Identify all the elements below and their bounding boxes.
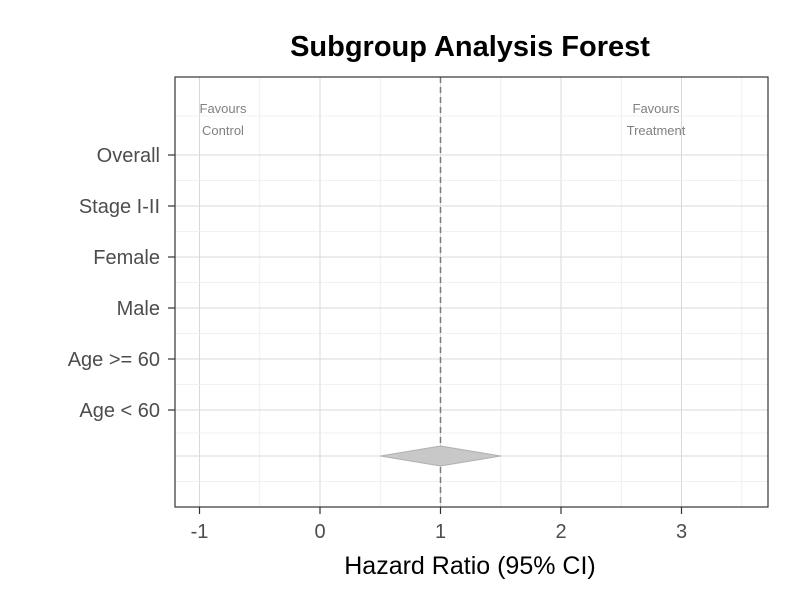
chart-title: Subgroup Analysis Forest	[290, 31, 650, 63]
x-tick-label: 0	[314, 521, 325, 543]
x-tick-label: -1	[191, 521, 209, 543]
y-axis: Overall Stage I-II Female Male Age >= 60 Age …	[68, 145, 175, 422]
summary-diamond-group	[380, 445, 501, 467]
favours-control-label: Favours	[200, 101, 247, 116]
favours-annotations: Favours Control Favours Treatment	[200, 101, 686, 138]
y-tick-label: Male	[117, 298, 160, 320]
summary-diamond	[380, 445, 501, 467]
y-tick-label: Age >= 60	[68, 349, 160, 371]
y-tick-label: Stage I-II	[79, 196, 160, 218]
x-tick-label: 1	[435, 521, 446, 543]
grid	[175, 77, 768, 507]
y-tick-label: Overall	[97, 145, 160, 167]
favours-treatment-label: Treatment	[627, 123, 686, 138]
x-axis: -1 0 1 2 3	[191, 507, 687, 543]
plot-panel-border	[174, 76, 769, 508]
y-tick-label: Female	[93, 247, 160, 269]
x-tick-label: 2	[555, 521, 566, 543]
favours-control-label: Control	[202, 123, 244, 138]
x-axis-label: Hazard Ratio (95% CI)	[344, 552, 595, 580]
x-tick-label: 3	[676, 521, 687, 543]
y-tick-label: Age < 60	[79, 400, 160, 422]
favours-treatment-label: Favours	[633, 101, 680, 116]
